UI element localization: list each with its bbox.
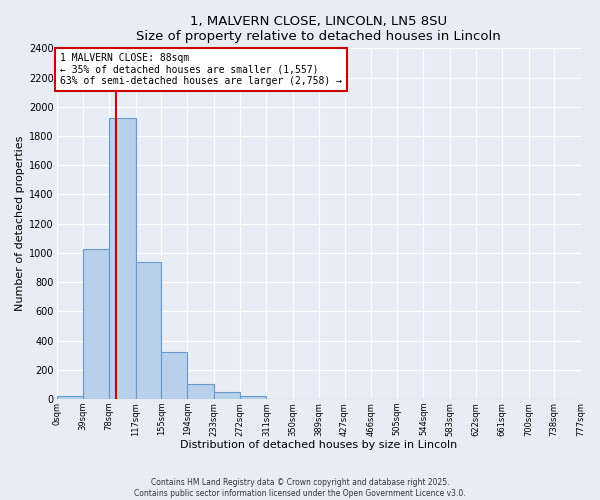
Bar [161, 352, 187, 399]
Text: Contains HM Land Registry data © Crown copyright and database right 2025.
Contai: Contains HM Land Registry data © Crown c… [134, 478, 466, 498]
Bar [56, 396, 83, 399]
X-axis label: Distribution of detached houses by size in Lincoln: Distribution of detached houses by size … [180, 440, 457, 450]
Title: 1, MALVERN CLOSE, LINCOLN, LN5 8SU
Size of property relative to detached houses : 1, MALVERN CLOSE, LINCOLN, LN5 8SU Size … [136, 15, 501, 43]
Bar [187, 384, 214, 399]
Bar [83, 248, 109, 399]
Bar [136, 262, 161, 399]
Bar [109, 118, 136, 399]
Bar [214, 392, 240, 399]
Y-axis label: Number of detached properties: Number of detached properties [15, 136, 25, 312]
Bar [240, 396, 266, 399]
Text: 1 MALVERN CLOSE: 88sqm
← 35% of detached houses are smaller (1,557)
63% of semi-: 1 MALVERN CLOSE: 88sqm ← 35% of detached… [60, 52, 342, 86]
